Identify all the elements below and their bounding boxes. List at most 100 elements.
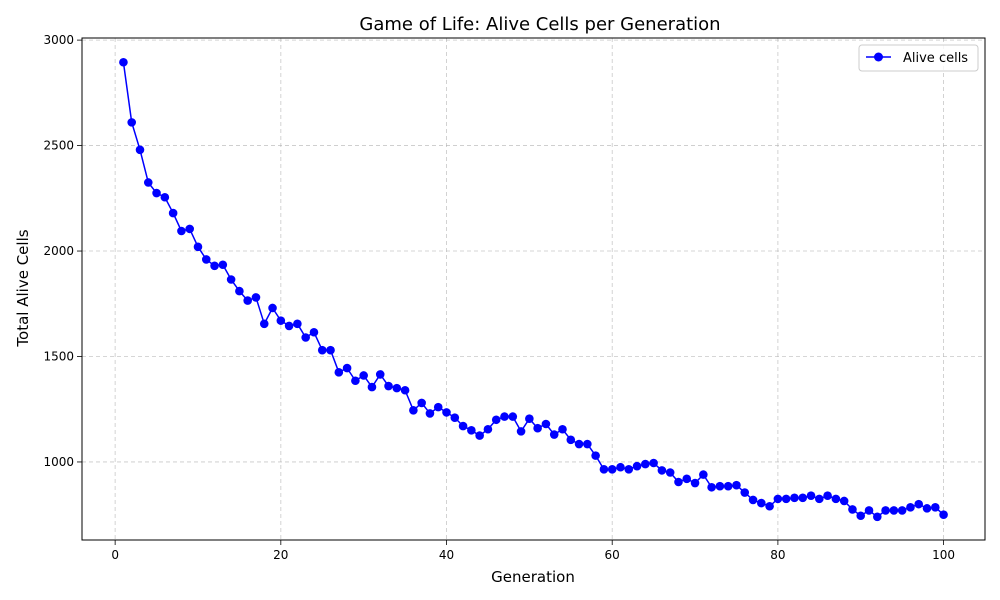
data-point (152, 188, 161, 198)
data-point (607, 465, 617, 474)
legend-marker-sample (874, 52, 883, 62)
data-point (334, 368, 344, 377)
data-point (467, 426, 476, 435)
data-point (757, 498, 766, 508)
data-point (475, 431, 484, 440)
data-point (326, 345, 335, 355)
y-axis-label: Total Alive Cells (14, 229, 32, 347)
data-point (715, 481, 725, 491)
data-point (541, 419, 551, 429)
legend-box (858, 44, 979, 72)
data-point (781, 494, 791, 504)
data-point (707, 482, 716, 492)
data-point (641, 459, 650, 469)
data-point (930, 503, 940, 512)
data-point (243, 296, 252, 305)
x-tick-label: 20 (273, 548, 288, 562)
data-point (433, 402, 443, 412)
data-point (351, 376, 360, 386)
data-point (914, 499, 924, 509)
data-point (309, 327, 319, 337)
data-point (235, 286, 244, 296)
data-point (400, 385, 410, 395)
y-tick-label: 2500 (43, 139, 74, 153)
data-point (566, 435, 576, 445)
plot-data (119, 57, 948, 522)
data-point (168, 208, 178, 218)
data-point (881, 506, 890, 515)
data-point (210, 261, 219, 271)
data-point (839, 496, 849, 506)
data-point (367, 382, 377, 392)
data-point (773, 494, 783, 504)
data-point (831, 494, 841, 504)
data-point (500, 412, 509, 421)
data-point (458, 421, 468, 431)
y-tick-label: 1500 (43, 349, 74, 363)
data-point (549, 430, 559, 439)
data-point (218, 260, 228, 270)
data-point (483, 424, 493, 434)
plot-frame (81, 37, 986, 541)
data-point (392, 383, 402, 393)
data-point (525, 414, 534, 424)
data-point (160, 192, 170, 202)
data-point (516, 427, 526, 436)
data-point (359, 371, 368, 380)
data-point (193, 242, 203, 252)
data-point (682, 474, 692, 484)
x-tick-label: 100 (932, 548, 955, 562)
data-point (425, 409, 435, 418)
data-point (856, 511, 866, 521)
data-point (491, 415, 501, 425)
data-point (276, 316, 286, 325)
data-point (127, 118, 137, 127)
data-point (508, 412, 518, 421)
data-point (317, 345, 327, 355)
data-point (889, 506, 899, 515)
data-point (649, 458, 658, 468)
data-point (558, 424, 567, 434)
data-point (177, 226, 186, 236)
legend: Alive cells (858, 44, 979, 72)
data-point (251, 293, 261, 302)
x-tick-label: 80 (770, 548, 785, 562)
legend-label: Alive cells (903, 51, 968, 66)
data-point (616, 462, 625, 472)
chart-title: Game of Life: Alive Cells per Generation (359, 14, 720, 35)
data-point (533, 423, 542, 433)
data-point (268, 303, 277, 313)
x-axis-label: Generation (491, 568, 575, 586)
data-point (259, 319, 269, 329)
x-tick-label: 0 (111, 548, 119, 562)
data-point (574, 439, 584, 449)
data-point (897, 506, 907, 515)
x-tick-label: 60 (605, 548, 620, 562)
data-point (864, 506, 874, 515)
data-point (632, 461, 642, 471)
data-point (293, 319, 302, 329)
data-point (417, 398, 426, 408)
data-point (143, 178, 153, 187)
data-point (740, 488, 750, 497)
y-tick-label: 2000 (43, 244, 74, 258)
y-tick-label: 1000 (43, 455, 74, 469)
data-point (591, 451, 600, 460)
grid (82, 38, 985, 540)
data-point (674, 477, 683, 487)
data-point (815, 494, 824, 504)
data-point (201, 255, 211, 264)
data-point (384, 381, 393, 391)
data-point (226, 275, 236, 284)
data-point (599, 465, 609, 474)
data-point (939, 510, 948, 519)
axis-ticks: 0 20 40 60 80 100 1000 1500 2000 2500 3000 (43, 33, 955, 562)
data-point (906, 503, 915, 512)
data-point (873, 512, 882, 522)
data-point (922, 504, 932, 513)
data-point (624, 465, 634, 474)
data-point (375, 370, 385, 379)
data-point (583, 439, 592, 449)
data-point (665, 468, 675, 477)
